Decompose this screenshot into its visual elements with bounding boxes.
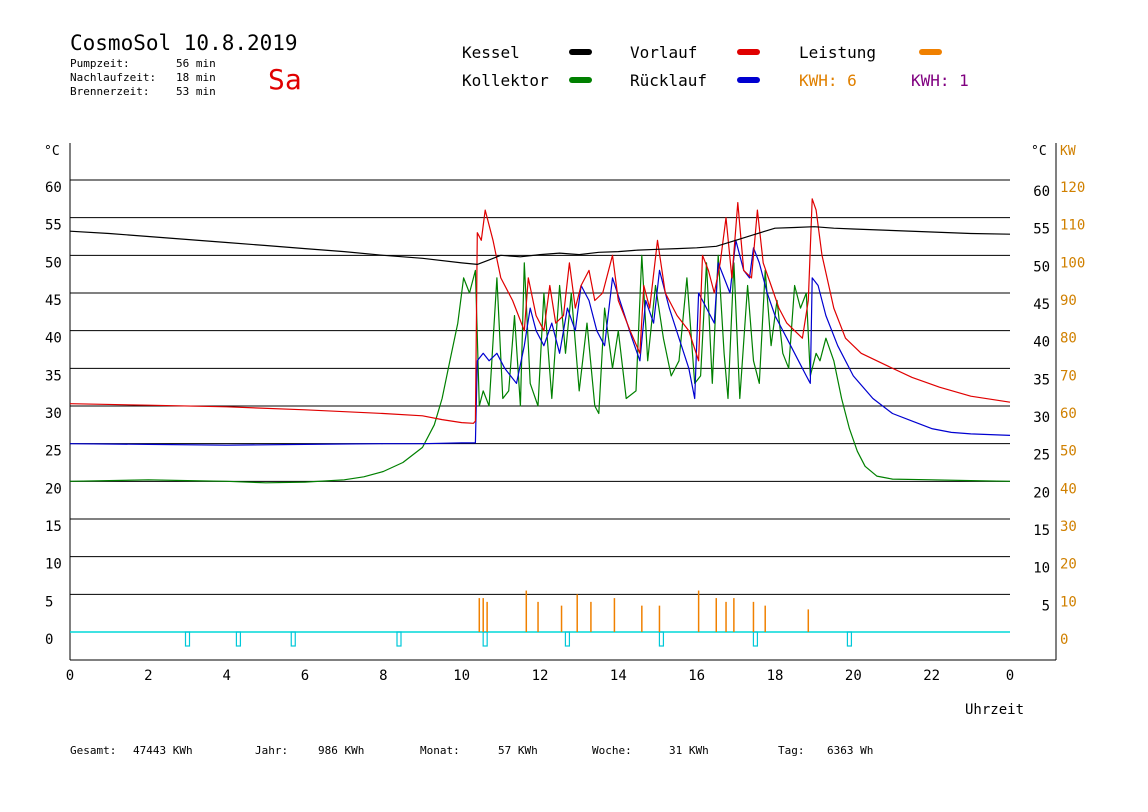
y-tick-right: 35 — [1033, 372, 1050, 388]
y-tick-right: 5 — [1042, 598, 1050, 614]
y-tick-left: 20 — [45, 481, 62, 497]
stat-label: Brennerzeit: — [70, 85, 149, 98]
y-tick-right: 40 — [1033, 335, 1050, 351]
y-tick-left: 30 — [45, 406, 62, 422]
series-line-kessel — [69, 226, 1011, 265]
y-tick-kw: 10 — [1060, 594, 1077, 610]
footer-label: Gesamt: — [70, 744, 116, 757]
legend-label: Rücklauf — [630, 71, 707, 90]
footer-value: 31 KWh — [669, 744, 709, 757]
y-tick-right: 15 — [1033, 523, 1050, 539]
pump-event-mark — [184, 631, 191, 647]
y-tick-right: 55 — [1033, 222, 1050, 238]
y-axis-unit-right: °C — [1031, 144, 1047, 159]
x-tick-label: 6 — [301, 668, 309, 684]
y-tick-kw: 120 — [1060, 180, 1085, 196]
stat-label: Pumpzeit: — [70, 57, 130, 70]
y-tick-kw: 60 — [1060, 406, 1077, 422]
footer-label: Jahr: — [255, 744, 288, 757]
legend-kwh: KWH: 1 — [911, 71, 969, 90]
pump-event-mark — [846, 631, 853, 647]
pump-event-mark — [290, 631, 296, 647]
legend-kwh: KWH: 6 — [799, 71, 857, 90]
y-tick-left: 15 — [45, 519, 62, 535]
legend-label: Kessel — [462, 43, 520, 62]
y-tick-left: 40 — [45, 331, 62, 347]
y-tick-right: 45 — [1033, 297, 1050, 313]
y-tick-right: 10 — [1033, 561, 1050, 577]
x-tick-label: 4 — [222, 668, 230, 684]
legend-label: Leistung — [799, 43, 876, 62]
legend-label: Vorlauf — [630, 43, 697, 62]
y-tick-kw: 100 — [1060, 255, 1085, 271]
x-tick-label: 14 — [610, 668, 627, 684]
y-tick-left: 60 — [45, 180, 62, 196]
y-tick-right: 25 — [1033, 448, 1050, 464]
y-tick-right: 20 — [1033, 485, 1050, 501]
x-tick-label: 18 — [767, 668, 784, 684]
x-tick-label: 16 — [688, 668, 705, 684]
y-tick-left: 10 — [45, 557, 62, 573]
y-tick-right: 30 — [1033, 410, 1050, 426]
stat-value: 53 min — [176, 85, 216, 98]
pump-event-mark — [396, 631, 402, 647]
footer-label: Monat: — [420, 744, 460, 757]
y-tick-kw: 90 — [1060, 293, 1077, 309]
y-axis-unit-left: °C — [44, 144, 60, 159]
y-tick-left: 50 — [45, 255, 62, 271]
pump-event-mark — [564, 631, 571, 647]
y-tick-right: 60 — [1033, 184, 1050, 200]
pump-event-mark — [482, 631, 488, 647]
y-tick-kw: 70 — [1060, 368, 1077, 384]
series-line-ruecklauf — [69, 239, 1011, 446]
series-line-kollektor — [69, 254, 1011, 484]
x-tick-label: 20 — [845, 668, 862, 684]
y-tick-left: 45 — [45, 293, 62, 309]
y-tick-kw: 0 — [1060, 632, 1068, 648]
y-tick-left: 0 — [45, 632, 53, 648]
stat-label: Nachlaufzeit: — [70, 71, 156, 84]
chart-title: CosmoSol 10.8.2019 — [70, 31, 298, 55]
y-tick-left: 5 — [45, 594, 53, 610]
footer-value: 6363 Wh — [827, 744, 873, 757]
x-tick-label: 0 — [1006, 668, 1014, 684]
pump-event-mark — [658, 631, 665, 647]
footer-value: 986 KWh — [318, 744, 364, 757]
x-tick-label: 8 — [379, 668, 387, 684]
legend-label: Kollektor — [462, 71, 549, 90]
x-tick-label: 22 — [923, 668, 940, 684]
y-axis-unit-kw: KW — [1060, 144, 1076, 159]
y-tick-kw: 40 — [1060, 481, 1077, 497]
y-tick-kw: 80 — [1060, 331, 1077, 347]
stat-value: 18 min — [176, 71, 216, 84]
y-tick-left: 35 — [45, 368, 62, 384]
footer-label: Tag: — [778, 744, 805, 757]
x-tick-label: 2 — [144, 668, 152, 684]
pump-event-mark — [752, 631, 759, 647]
y-tick-kw: 110 — [1060, 218, 1085, 234]
y-tick-kw: 30 — [1060, 519, 1077, 535]
footer-value: 57 KWh — [498, 744, 538, 757]
y-tick-kw: 20 — [1060, 557, 1077, 573]
pump-event-mark — [235, 631, 242, 647]
stat-value: 56 min — [176, 57, 216, 70]
x-tick-label: 0 — [66, 668, 74, 684]
y-tick-left: 55 — [45, 218, 62, 234]
series-line-vorlauf — [69, 198, 1011, 424]
y-tick-left: 25 — [45, 444, 62, 460]
x-axis-label: Uhrzeit — [965, 702, 1024, 718]
y-tick-kw: 50 — [1060, 444, 1077, 460]
x-tick-label: 10 — [453, 668, 470, 684]
day-label: Sa — [268, 63, 302, 96]
footer-value: 47443 KWh — [133, 744, 193, 757]
footer-label: Woche: — [592, 744, 632, 757]
y-tick-right: 50 — [1033, 259, 1050, 275]
x-tick-label: 12 — [532, 668, 549, 684]
